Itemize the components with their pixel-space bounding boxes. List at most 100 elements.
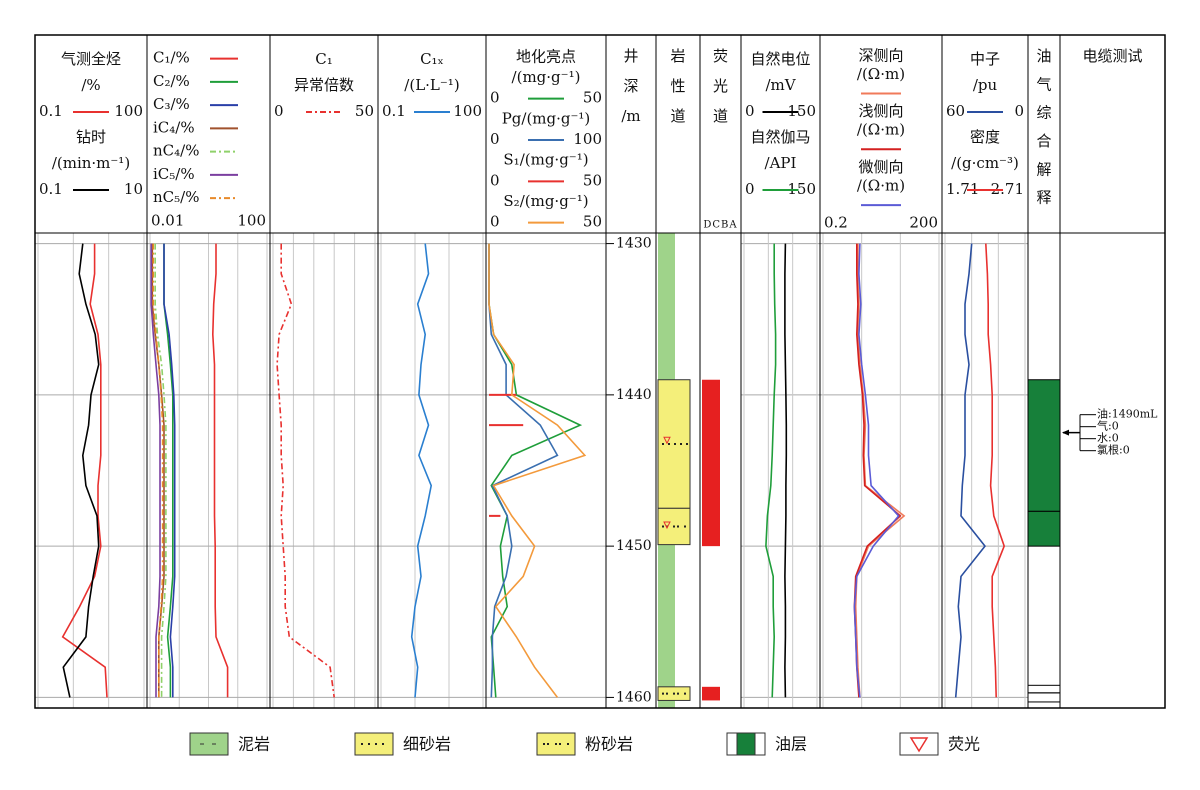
test-result: 氯根:0	[1097, 443, 1130, 457]
log-curve	[410, 243, 433, 698]
fluorescence-mark	[663, 521, 671, 530]
legend-item: 粉砂岩	[536, 732, 633, 756]
depth-label: 1440	[616, 387, 652, 403]
legend-swatch	[189, 732, 229, 756]
track-header: 道	[670, 107, 685, 125]
track-header: 道	[713, 107, 728, 125]
track-header: 中子	[970, 50, 1000, 68]
track-header: Pg/(mg·g⁻¹)	[502, 109, 591, 127]
track-header: /(min·m⁻¹)	[52, 154, 130, 172]
track-header: 气	[1036, 75, 1051, 93]
track-header: 地化亮点	[516, 47, 576, 65]
track-header: 综	[1036, 104, 1051, 122]
track-header: 深	[623, 77, 638, 95]
scale-label: 0.2	[824, 214, 848, 232]
log-curve	[488, 243, 559, 698]
legend-entry: iC₄/%	[153, 118, 195, 136]
track-header: 性	[670, 77, 685, 95]
track-header: 解	[1036, 160, 1051, 178]
scale-label: 150	[787, 180, 816, 198]
bar	[489, 514, 501, 517]
track-header: 井	[623, 47, 638, 65]
oil-layer	[1027, 510, 1061, 547]
track-header: 电缆测试	[1082, 47, 1142, 65]
interval	[1027, 684, 1061, 694]
track-header: 自然伽马	[750, 128, 810, 146]
track-sublabel: DCBA	[703, 220, 737, 231]
fluorescence-interval	[702, 686, 720, 701]
scale-label: 100	[237, 211, 266, 229]
log-curve	[163, 243, 176, 698]
track-header: 自然电位	[750, 50, 810, 68]
track-header: 光	[713, 77, 728, 95]
track-header: /mV	[765, 76, 796, 94]
track-header: 释	[1036, 189, 1051, 207]
scale-label: 0	[490, 130, 500, 148]
scale-label: 200	[909, 214, 938, 232]
track-header: 合	[1036, 132, 1051, 150]
log-curve	[62, 243, 100, 698]
track-header: /(Ω·m)	[857, 177, 905, 195]
scale-label: 0	[490, 213, 500, 231]
legend-entry: C₁/%	[153, 49, 190, 67]
track-header: S₁/(mg·g⁻¹)	[503, 151, 588, 169]
legend-item: 细砂岩	[354, 732, 451, 756]
legend-entry: C₂/%	[153, 72, 190, 90]
scale-label: 60	[946, 102, 965, 120]
log-curve	[152, 243, 164, 698]
fluorescence-interval	[702, 379, 720, 547]
legend-item: 荧光	[899, 732, 980, 756]
legend-entry: nC₅/%	[153, 188, 199, 206]
scale-label: 0	[490, 171, 500, 189]
scale-label: 0.1	[39, 180, 63, 198]
log-curve	[154, 243, 167, 698]
test-result: 油:1490mL	[1097, 407, 1158, 421]
track-header: 异常倍数	[294, 76, 354, 94]
track-header: 深侧向	[858, 46, 903, 64]
legend-label: 细砂岩	[403, 735, 451, 754]
legend-label: 油层	[775, 735, 807, 754]
depth-label: 1430	[616, 236, 652, 252]
track-header: /m	[621, 107, 640, 125]
log-curve	[985, 243, 1006, 698]
legend-entry: iC₅/%	[153, 165, 195, 183]
scale-label: 100	[573, 130, 602, 148]
scale-label: 50	[583, 213, 602, 231]
depth-label: 1450	[616, 538, 652, 554]
scale-label: 50	[355, 102, 374, 120]
legend-label: 粉砂岩	[585, 735, 633, 754]
log-curve	[61, 243, 108, 698]
legend-triangle	[909, 737, 929, 753]
track-header: /(Ω·m)	[857, 65, 905, 83]
arrow-head	[1062, 429, 1069, 436]
legend-item: 泥岩	[189, 732, 270, 756]
track-header: /%	[81, 76, 100, 94]
oil-layer	[1027, 379, 1061, 512]
log-curve	[211, 243, 229, 698]
track-header: /(mg·g⁻¹)	[512, 68, 581, 86]
scale-label: 0	[745, 180, 755, 198]
track-header: 浅侧向	[858, 102, 903, 120]
log-curve	[784, 243, 788, 698]
track-header: 荧	[713, 47, 728, 65]
scale-label: 0.1	[382, 102, 406, 120]
track-header: /(g·cm⁻³)	[951, 154, 1019, 172]
scale-label: 50	[583, 89, 602, 107]
log-curve	[150, 243, 161, 698]
track-header: 油	[1036, 47, 1051, 65]
legend-swatch-fill	[736, 732, 756, 756]
depth-label: 1460	[616, 689, 652, 705]
track-header: /API	[765, 154, 797, 172]
scale-label: 2.71	[991, 180, 1024, 198]
track-header: 密度	[970, 128, 1000, 146]
scale-label: 100	[453, 102, 482, 120]
scale-label: 0.01	[151, 211, 184, 229]
log-curve	[488, 243, 583, 698]
bar	[489, 393, 517, 396]
log-curve	[854, 243, 906, 698]
track-header: C₁ₓ	[420, 50, 444, 68]
legend-item: 油层	[726, 732, 807, 756]
scale-label: 0	[490, 89, 500, 107]
